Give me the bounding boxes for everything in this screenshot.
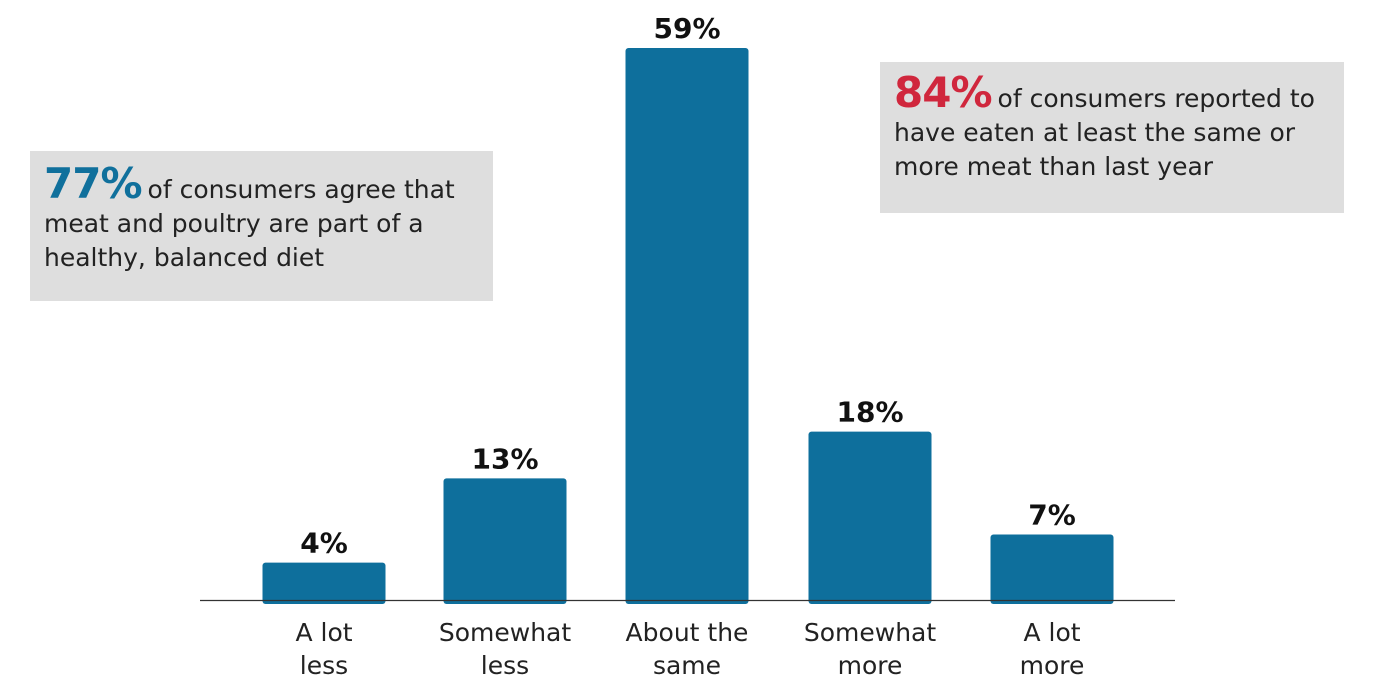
category-label-3-line-1: About the [626, 618, 749, 647]
callout-box-more-meat: 84% of consumers reported to have eaten a… [880, 62, 1344, 213]
category-label-4-line-2: more [838, 651, 903, 680]
callout-stat-77: 77% [44, 159, 143, 208]
data-label-4: 18% [836, 396, 903, 429]
bar-1 [262, 562, 386, 604]
bar-2 [443, 478, 567, 604]
category-label-5-line-1: A lot [1023, 618, 1080, 647]
bar-5 [990, 534, 1114, 604]
bar-3 [625, 48, 749, 604]
category-label-3-line-2: same [653, 651, 721, 680]
callout-stat-84: 84% [894, 68, 993, 117]
data-label-5: 7% [1028, 499, 1076, 532]
category-label-4-line-1: Somewhat [804, 618, 937, 647]
category-label-5-line-2: more [1020, 651, 1085, 680]
data-label-1: 4% [300, 527, 348, 560]
category-label-2-line-2: less [481, 651, 529, 680]
category-label-1-line-2: less [300, 651, 348, 680]
callout-box-healthy-diet: 77% of consumers agree that meat and poul… [30, 151, 493, 301]
callout-text-healthy-diet: of consumers agree that meat and poultry… [44, 175, 455, 272]
bar-4 [808, 431, 932, 604]
category-label-1-line-1: A lot [295, 618, 352, 647]
callout-text-more-meat: of consumers reported to have eaten at l… [894, 84, 1315, 181]
category-label-2-line-1: Somewhat [439, 618, 572, 647]
data-label-3: 59% [653, 12, 720, 45]
data-label-2: 13% [471, 442, 538, 475]
